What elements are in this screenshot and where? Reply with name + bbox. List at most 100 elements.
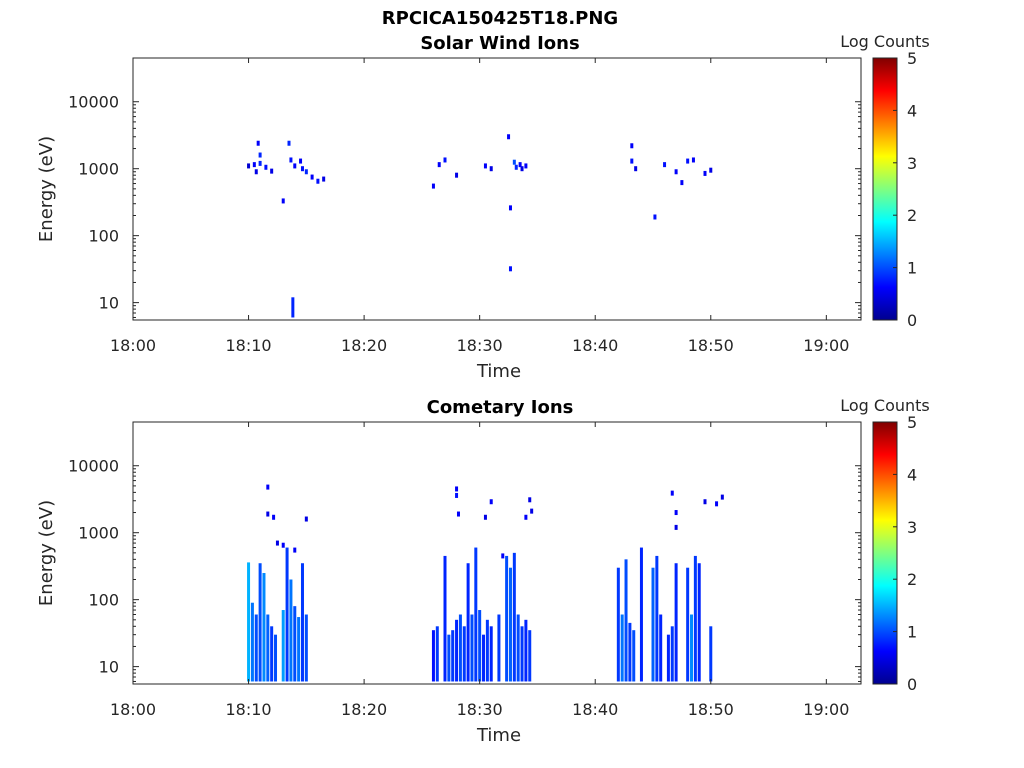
data-cell [674, 169, 678, 175]
data-cell [514, 164, 518, 170]
data-cell [703, 499, 707, 505]
data-cell [478, 610, 482, 682]
data-cell [462, 626, 466, 682]
panel-cometary-ions: 18:00 18:10 18:20 18:30 18:40 18:50 19:0010100… [36, 396, 930, 746]
colorbar [872, 57, 898, 321]
y-tick-label: 1000 [78, 160, 119, 179]
x-tick-label: 18:00 [110, 700, 156, 719]
x-tick-label: 18:00 [110, 336, 156, 355]
plot-area [132, 421, 862, 685]
y-tick-label: 10000 [68, 93, 119, 112]
colorbar [872, 421, 898, 685]
data-cell [272, 514, 276, 520]
data-cell [518, 162, 522, 168]
data-cell [512, 552, 516, 682]
data-cell [507, 134, 511, 140]
x-tick-label: 18:40 [572, 336, 618, 355]
data-cell [639, 547, 643, 682]
x-tick-label: 19:00 [803, 336, 849, 355]
data-cell [474, 547, 478, 682]
data-cell [693, 555, 697, 682]
data-cell [720, 494, 724, 500]
x-tick-label: 18:10 [226, 336, 272, 355]
colorbar-tick-label: 3 [907, 154, 917, 173]
data-cell [451, 630, 455, 682]
y-tick-label: 100 [88, 227, 119, 246]
data-cell [316, 178, 320, 184]
data-cell [620, 614, 624, 682]
data-cell [512, 159, 516, 165]
data-cell [458, 614, 462, 682]
data-cell [437, 162, 441, 168]
data-cell [293, 163, 297, 169]
x-axis-label: Time [476, 725, 521, 746]
data-cell [287, 140, 291, 146]
y-tick-label: 100 [88, 591, 119, 610]
x-tick-label: 18:50 [688, 336, 734, 355]
data-cell [304, 614, 308, 682]
data-cell [655, 555, 659, 682]
data-cell [300, 166, 304, 172]
data-cell [653, 214, 657, 220]
data-cell [299, 158, 303, 164]
data-cell [443, 157, 447, 163]
data-cell [663, 162, 667, 168]
data-cell [291, 297, 295, 318]
data-cell [447, 634, 451, 682]
data-cell [616, 567, 620, 682]
data-cell [435, 626, 439, 682]
data-cell [483, 514, 487, 520]
data-cell [516, 614, 520, 682]
x-tick-label: 18:50 [688, 700, 734, 719]
data-cell [483, 163, 487, 169]
x-tick-label: 19:00 [803, 700, 849, 719]
data-cell [709, 626, 713, 682]
data-cell [528, 497, 532, 503]
colorbar-label: Log Counts [840, 32, 930, 51]
data-cell [528, 630, 532, 682]
data-cell [520, 166, 524, 172]
data-cell [270, 626, 274, 682]
data-cell [697, 563, 701, 682]
data-cell [691, 157, 695, 163]
data-cell [258, 160, 262, 166]
data-cell [624, 559, 628, 682]
data-cell [508, 567, 512, 682]
x-tick-label: 18:20 [341, 336, 387, 355]
x-tick-label: 18:30 [457, 700, 503, 719]
data-cell [281, 542, 285, 548]
colorbar-tick-label: 0 [907, 675, 917, 694]
data-cell [254, 614, 258, 682]
panel-title: Solar Wind Ions [420, 33, 579, 54]
data-cell [628, 622, 632, 682]
data-cell [256, 140, 260, 146]
x-tick-label: 18:10 [226, 700, 272, 719]
figure-title: RPCICA150425T18.PNG [382, 8, 618, 29]
data-cell [651, 567, 655, 682]
data-cell [674, 563, 678, 682]
data-cell [322, 176, 326, 182]
data-cell [659, 614, 663, 682]
data-cell [634, 166, 638, 172]
data-cell [270, 168, 274, 174]
data-cell [501, 553, 505, 559]
y-tick-label: 10000 [68, 457, 119, 476]
data-cell [431, 630, 435, 682]
colorbar-tick-label: 5 [907, 413, 917, 432]
data-cell [630, 143, 634, 149]
data-cell [258, 152, 262, 158]
data-cell [485, 619, 489, 682]
data-cell [524, 514, 528, 520]
data-cell [264, 164, 268, 170]
data-cell [455, 492, 459, 498]
data-cell [247, 562, 251, 682]
data-cell [247, 163, 251, 169]
y-axis-label: Energy (eV) [36, 500, 57, 606]
data-cell [455, 619, 459, 682]
data-cell [466, 563, 470, 682]
data-cell [680, 180, 684, 186]
data-cell [482, 634, 486, 682]
data-cell [470, 614, 474, 682]
data-cell [524, 163, 528, 169]
data-cell [670, 490, 674, 496]
